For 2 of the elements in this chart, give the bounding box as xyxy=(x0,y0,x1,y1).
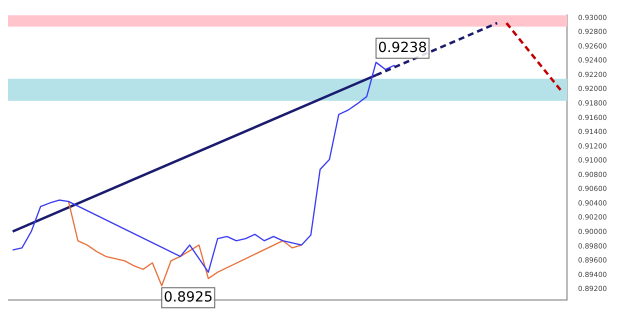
data-label: 0.9238 xyxy=(378,40,428,56)
data-label: 0.8925 xyxy=(164,289,213,306)
